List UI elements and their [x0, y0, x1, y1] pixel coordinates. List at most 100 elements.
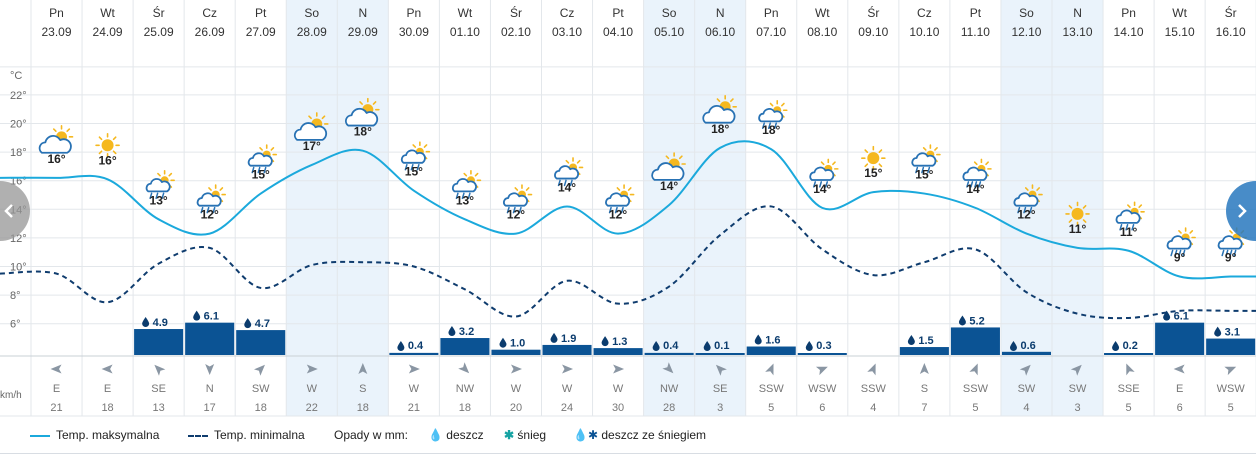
sun-ray: [922, 147, 927, 151]
sun-ray: [157, 172, 161, 177]
precip-bar: [1001, 351, 1051, 355]
weather-icon: [861, 145, 886, 171]
precip-bar: [1155, 322, 1205, 355]
raindrop-icon: [193, 310, 201, 321]
rain-streak: [161, 192, 165, 200]
rain-streak: [614, 206, 618, 214]
sun-ray: [565, 159, 570, 164]
rain-streak: [155, 192, 159, 200]
cloud-shape: [293, 122, 328, 141]
min-line-swatch: [188, 434, 208, 437]
rain-streak: [1119, 224, 1123, 231]
legend-rain: 💧 deszcz: [428, 428, 484, 442]
wind-direction-label: W: [307, 383, 318, 395]
max-temp-label: 16°: [47, 152, 65, 166]
rain-streak: [819, 181, 823, 188]
cloud-shape: [554, 165, 580, 180]
rain-streak: [915, 166, 919, 174]
legend-snow: ✱ śnieg: [504, 428, 547, 442]
rain-streak: [563, 179, 567, 187]
sun-ray: [259, 147, 263, 151]
max-temp-label: 13°: [456, 193, 474, 207]
precip-bar: [134, 329, 184, 355]
wind-direction-arrow: [969, 363, 978, 376]
sun-ray: [864, 163, 869, 168]
sun-ray: [973, 161, 978, 166]
sun-ray: [219, 187, 224, 191]
wind-direction-arrow: [1070, 364, 1082, 376]
raindrop-icon: [448, 326, 456, 337]
sun-ray: [1229, 229, 1233, 234]
wind-direction-arrow: [458, 362, 470, 374]
date-label: 16.10: [1216, 25, 1246, 39]
precip-label: 0.4: [663, 340, 679, 352]
weekend-column: [1000, 0, 1052, 416]
snowflake-icon: ✱: [504, 428, 515, 442]
raindrop-icon: [550, 332, 558, 343]
precip-label: 0.4: [408, 340, 424, 352]
rain-streak: [970, 181, 974, 188]
wind-direction-arrow: [408, 364, 420, 374]
weather-icon: [247, 144, 278, 174]
wind-direction-label: SW: [1018, 383, 1036, 395]
rain-streak: [518, 206, 522, 214]
weather-icon: [911, 144, 941, 174]
wind-direction-arrow: [867, 363, 876, 376]
cloud-shape: [962, 166, 988, 181]
max-temp-label: 11°: [1120, 225, 1138, 239]
date-label: 23.09: [42, 25, 72, 39]
rain-streak: [761, 122, 765, 129]
sun-ray: [820, 161, 825, 166]
wind-speed-label: 21: [408, 402, 420, 414]
sun-ray: [412, 144, 417, 148]
sun-ray: [525, 187, 530, 191]
rain-streak: [251, 166, 255, 174]
date-label: 26.09: [195, 25, 225, 39]
day-of-week-label: Pt: [255, 6, 267, 20]
chevron-right-icon: [1238, 204, 1247, 218]
sun-ray: [665, 155, 670, 160]
bottom-border: [0, 453, 1256, 454]
rain-streak: [512, 206, 516, 214]
precip-label: 3.2: [459, 326, 474, 338]
precip-label: 0.2: [1123, 340, 1138, 352]
wind-speed-label: 24: [561, 402, 573, 414]
rain-streak: [1174, 249, 1178, 257]
legend-precip-title: Opady w mm:: [334, 428, 409, 442]
rain-streak: [1221, 249, 1225, 257]
precip-label: 0.6: [1020, 340, 1035, 352]
wind-speed-label: 28: [663, 402, 675, 414]
sun-ray: [514, 187, 519, 191]
date-label: 10.10: [909, 25, 939, 39]
precip-label: 1.0: [510, 338, 525, 350]
rain-streak: [557, 179, 561, 187]
sun-ray: [1068, 204, 1073, 209]
sun-disc: [1071, 207, 1084, 220]
precip-label: 4.7: [255, 318, 270, 330]
wind-direction-label: W: [409, 383, 420, 395]
wind-direction-label: SSW: [759, 383, 785, 395]
next-period-button[interactable]: [1226, 181, 1256, 241]
wind-direction-label: N: [206, 383, 214, 395]
max-temp-label: 17°: [303, 139, 321, 153]
day-of-week-label: So: [662, 6, 677, 20]
day-of-week-label: Śr: [510, 5, 522, 20]
rain-streak: [1229, 249, 1233, 257]
prev-period-button[interactable]: [0, 181, 30, 241]
wind-speed-label: 5: [972, 402, 978, 414]
rain-streak: [410, 163, 414, 171]
rain-streak: [1023, 206, 1027, 214]
sun-ray: [98, 136, 103, 141]
wind-speed-label: 5: [768, 402, 774, 414]
max-line-swatch: [30, 434, 50, 437]
weekend-column: [337, 0, 389, 416]
raindrop-icon: [142, 317, 150, 328]
sun-ray: [112, 136, 117, 141]
wind-speed-label: 18: [459, 402, 471, 414]
sun-ray: [678, 155, 683, 160]
sun-disc: [867, 152, 880, 165]
rain-streak: [200, 206, 204, 214]
sun-ray: [1127, 204, 1131, 208]
weekend-column: [694, 0, 746, 416]
raindrop-icon: [805, 341, 813, 352]
